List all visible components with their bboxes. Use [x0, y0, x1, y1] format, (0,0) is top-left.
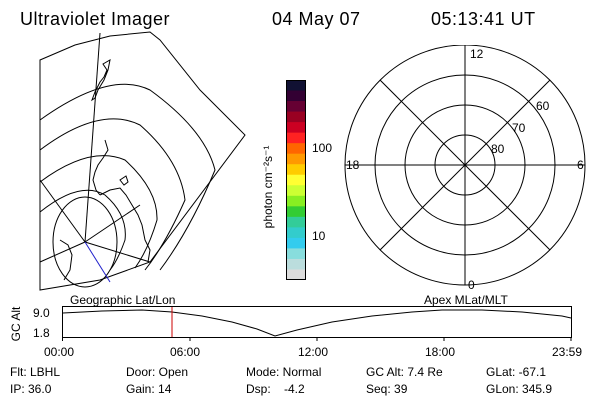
- meridian-line: [84, 241, 151, 263]
- meridian-line: [39, 179, 86, 243]
- colorbar-cell: [286, 143, 306, 155]
- mlt-label-12: 12: [470, 47, 484, 61]
- timeline-axis-label: GC Alt: [9, 306, 23, 342]
- mlt-label-0: 0: [468, 278, 475, 292]
- instrument-title: Ultraviolet Imager: [20, 9, 171, 29]
- colorbar-cell: [286, 90, 306, 102]
- colorbar-cell: [286, 227, 306, 239]
- colorbar-cell: [286, 174, 306, 186]
- coastline: [99, 187, 151, 263]
- colorbar-cell: [286, 206, 306, 218]
- lat-label-70: 70: [512, 121, 526, 135]
- colorbar-tick-10: 10: [312, 229, 326, 243]
- timeline-ytick-9: 9.0: [33, 306, 50, 320]
- colorbar-cell: [286, 258, 306, 270]
- colorbar-cell: [286, 185, 306, 197]
- status-ip: IP: 36.0: [10, 382, 52, 396]
- colorbar-cell: [286, 111, 306, 123]
- lat-label-80: 80: [491, 142, 505, 156]
- time-label: 05:13:41 UT: [431, 9, 536, 29]
- coastline: [119, 175, 129, 186]
- status-glat: GLat: -67.1: [486, 365, 547, 379]
- satellite-track: [84, 241, 111, 283]
- timeline-xtick-0600: 06:00: [170, 345, 201, 359]
- mlt-label-18: 18: [346, 158, 360, 172]
- latitude-arc: [39, 118, 186, 271]
- latitude-circle: [52, 196, 118, 288]
- status-glon: GLon: 345.9: [486, 382, 553, 396]
- status-gc-alt: GC Alt: 7.4 Re: [366, 365, 443, 379]
- status-mode: Mode: Normal: [246, 365, 322, 379]
- colorbar-cell: [286, 122, 306, 134]
- timeline-xtick-0000: 00:00: [44, 345, 75, 359]
- colorbar-cell: [286, 80, 306, 92]
- colorbar-unit-label: photon cm⁻²s⁻¹: [261, 145, 275, 229]
- map-boundary: [39, 31, 246, 291]
- colorbar-cell: [286, 164, 306, 176]
- status-door: Door: Open: [126, 365, 189, 379]
- timeline-left-title: Geographic Lat/Lon: [70, 293, 176, 307]
- coastline: [90, 59, 111, 102]
- status-flt: Flt: LBHL: [10, 365, 61, 379]
- colorbar-tick-100: 100: [312, 141, 333, 155]
- meridian-line: [39, 241, 86, 263]
- coastline: [92, 139, 109, 196]
- colorbar-cell: [286, 132, 306, 144]
- status-gain: Gain: 14: [126, 382, 172, 396]
- date-label: 04 May 07: [272, 9, 361, 29]
- latitude-arc: [39, 83, 216, 271]
- latitude-arc: [39, 155, 158, 269]
- timeline-xtick-1200: 12:00: [298, 345, 329, 359]
- timeline-right-title: Apex MLat/MLT: [424, 293, 508, 307]
- status-dsp: Dsp: -4.2: [246, 382, 305, 396]
- status-seq: Seq: 39: [366, 382, 408, 396]
- lat-label-60: 60: [536, 99, 550, 113]
- mlt-label-6: 6: [577, 158, 584, 172]
- meridian-line: [84, 204, 141, 243]
- colorbar-cell: [286, 216, 306, 228]
- latitude-arc: [39, 189, 126, 271]
- coastline: [59, 239, 73, 281]
- timeline-xtick-1800: 18:00: [425, 345, 456, 359]
- colorbar-cell: [286, 269, 306, 280]
- geographic-map: [39, 31, 246, 291]
- colorbar: [286, 80, 306, 280]
- colorbar-cell: [286, 195, 306, 207]
- meridian-line: [84, 32, 101, 243]
- colorbar-cell: [286, 101, 306, 113]
- timeline-plot: [62, 306, 572, 341]
- colorbar-cell: [286, 237, 306, 249]
- polar-diagonal: [379, 79, 551, 251]
- altitude-curve: [62, 309, 572, 337]
- timeline-xtick-2359: 23:59: [552, 345, 583, 359]
- timeline-ytick-1: 1.8: [33, 326, 50, 340]
- colorbar-cell: [286, 248, 306, 260]
- colorbar-cell: [286, 153, 306, 165]
- polar-plot: [344, 45, 586, 286]
